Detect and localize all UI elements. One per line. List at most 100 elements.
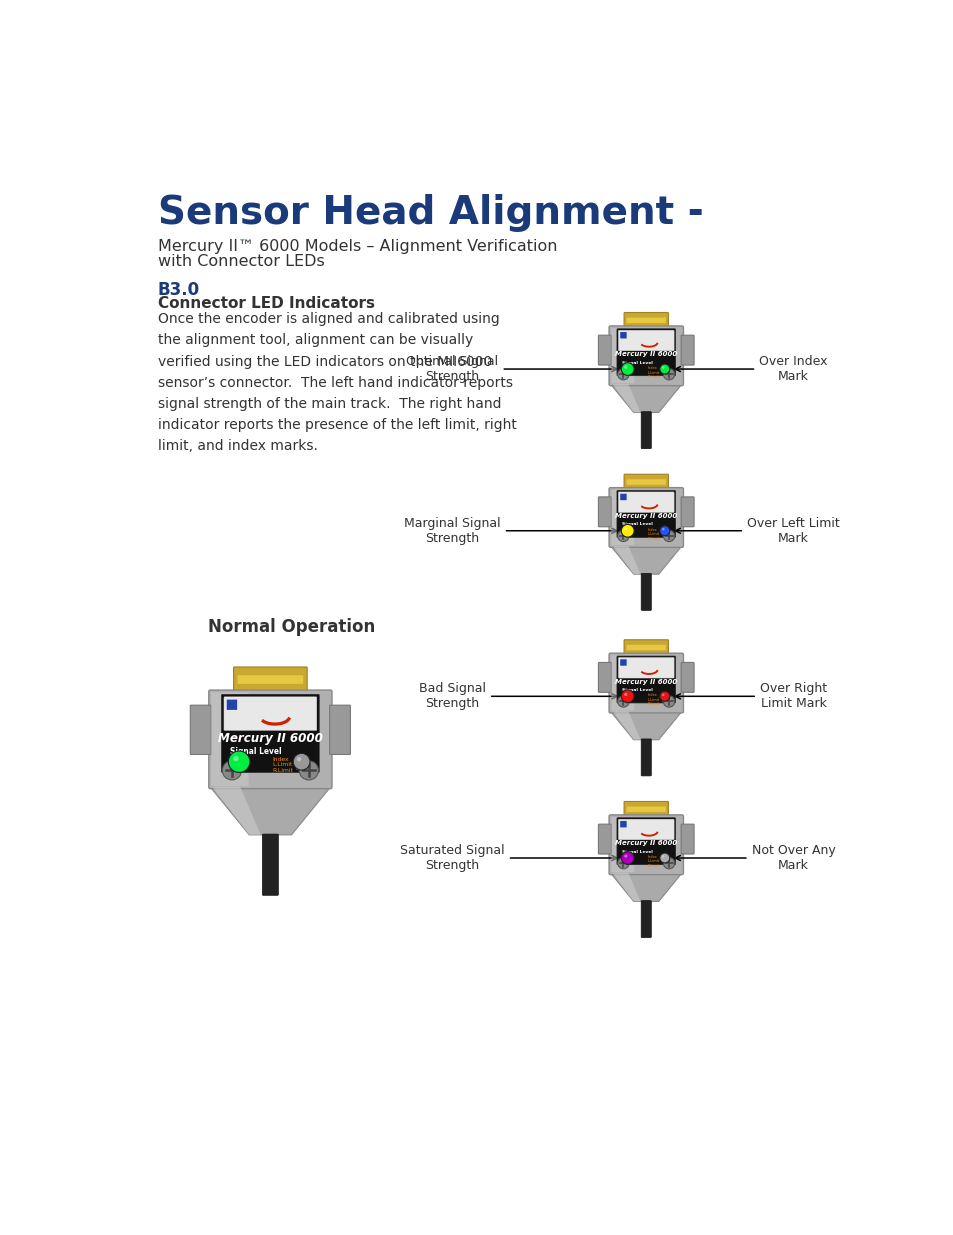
Text: Index
L.Limit
R.Limit: Index L.Limit R.Limit (647, 527, 659, 541)
FancyBboxPatch shape (640, 411, 651, 448)
FancyBboxPatch shape (623, 312, 668, 330)
FancyBboxPatch shape (623, 640, 668, 657)
FancyBboxPatch shape (330, 705, 350, 755)
Text: Optimal Signal
Strength: Optimal Signal Strength (406, 354, 617, 383)
Polygon shape (612, 711, 639, 740)
Circle shape (620, 690, 634, 703)
FancyBboxPatch shape (617, 656, 675, 703)
Circle shape (623, 855, 627, 857)
Text: Mercury II™ 6000 Models – Alignment Verification: Mercury II™ 6000 Models – Alignment Veri… (158, 240, 557, 254)
FancyBboxPatch shape (224, 697, 316, 730)
FancyBboxPatch shape (623, 802, 668, 819)
Polygon shape (612, 873, 639, 902)
Text: Over Right
Limit Mark: Over Right Limit Mark (675, 682, 826, 710)
Circle shape (233, 756, 238, 761)
Text: Mercury II 6000: Mercury II 6000 (615, 678, 677, 684)
Text: B3.0: B3.0 (158, 280, 200, 299)
Circle shape (618, 368, 628, 380)
Circle shape (228, 751, 250, 772)
Polygon shape (610, 384, 681, 412)
Circle shape (296, 757, 301, 761)
Text: Marginal Signal
Strength: Marginal Signal Strength (404, 516, 617, 545)
Polygon shape (610, 873, 681, 902)
FancyBboxPatch shape (598, 662, 611, 693)
Text: Signal Level: Signal Level (621, 522, 652, 526)
FancyBboxPatch shape (190, 705, 211, 755)
FancyBboxPatch shape (640, 900, 651, 937)
Polygon shape (213, 787, 260, 835)
Polygon shape (612, 546, 639, 574)
Text: Connector LED Indicators: Connector LED Indicators (158, 296, 375, 311)
FancyBboxPatch shape (611, 329, 634, 383)
Text: Sensor Head Alignment -: Sensor Head Alignment - (158, 194, 703, 232)
FancyBboxPatch shape (608, 488, 682, 547)
FancyBboxPatch shape (680, 335, 694, 366)
Text: Index
L.Limit
R.Limit: Index L.Limit R.Limit (647, 855, 659, 868)
FancyBboxPatch shape (626, 645, 665, 651)
FancyBboxPatch shape (262, 834, 278, 895)
Circle shape (661, 856, 664, 858)
FancyBboxPatch shape (680, 662, 694, 693)
Circle shape (661, 694, 664, 697)
Circle shape (662, 857, 674, 869)
Polygon shape (612, 384, 639, 412)
FancyBboxPatch shape (608, 653, 682, 713)
FancyBboxPatch shape (617, 329, 675, 375)
Circle shape (620, 852, 634, 864)
Circle shape (299, 761, 318, 781)
Circle shape (623, 527, 627, 531)
Polygon shape (610, 546, 681, 574)
FancyBboxPatch shape (598, 496, 611, 527)
Text: Over Left Limit
Mark: Over Left Limit Mark (675, 516, 839, 545)
Text: Bad Signal
Strength: Bad Signal Strength (418, 682, 617, 710)
FancyBboxPatch shape (619, 659, 626, 666)
FancyBboxPatch shape (626, 806, 665, 811)
FancyBboxPatch shape (619, 821, 626, 827)
Circle shape (618, 857, 628, 869)
Text: Over Index
Mark: Over Index Mark (675, 354, 827, 383)
FancyBboxPatch shape (221, 694, 319, 772)
FancyBboxPatch shape (617, 490, 675, 537)
Circle shape (659, 692, 669, 701)
FancyBboxPatch shape (211, 693, 249, 787)
Text: Once the encoder is aligned and calibrated using
the alignment tool, alignment c: Once the encoder is aligned and calibrat… (158, 312, 517, 453)
Text: Normal Operation: Normal Operation (208, 618, 375, 636)
FancyBboxPatch shape (617, 818, 675, 864)
Circle shape (222, 761, 241, 781)
FancyBboxPatch shape (618, 492, 674, 513)
FancyBboxPatch shape (608, 326, 682, 385)
Text: Index
L.Limit
R.Limit: Index L.Limit R.Limit (647, 367, 659, 379)
FancyBboxPatch shape (618, 330, 674, 351)
FancyBboxPatch shape (680, 496, 694, 527)
FancyBboxPatch shape (227, 699, 237, 710)
Text: Not Over Any
Mark: Not Over Any Mark (675, 844, 835, 872)
FancyBboxPatch shape (209, 690, 332, 789)
Circle shape (662, 368, 674, 380)
Circle shape (662, 530, 674, 542)
Circle shape (620, 525, 634, 537)
FancyBboxPatch shape (623, 474, 668, 492)
FancyBboxPatch shape (626, 479, 665, 484)
FancyBboxPatch shape (626, 317, 665, 324)
Circle shape (661, 367, 664, 369)
FancyBboxPatch shape (618, 819, 674, 840)
FancyBboxPatch shape (233, 667, 307, 695)
Circle shape (620, 363, 634, 375)
Text: Mercury II 6000: Mercury II 6000 (615, 351, 677, 357)
Text: Signal Level: Signal Level (230, 747, 281, 756)
Text: Mercury II 6000: Mercury II 6000 (217, 732, 322, 745)
FancyBboxPatch shape (618, 657, 674, 678)
Circle shape (618, 530, 628, 542)
FancyBboxPatch shape (640, 573, 651, 610)
Text: Mercury II 6000: Mercury II 6000 (615, 840, 677, 846)
Text: Signal Level: Signal Level (621, 361, 652, 364)
Circle shape (659, 526, 669, 536)
Circle shape (662, 695, 674, 708)
Text: Mercury II 6000: Mercury II 6000 (615, 513, 677, 519)
FancyBboxPatch shape (608, 815, 682, 874)
FancyBboxPatch shape (619, 494, 626, 500)
FancyBboxPatch shape (598, 824, 611, 855)
Circle shape (661, 529, 664, 531)
FancyBboxPatch shape (619, 332, 626, 338)
Circle shape (293, 753, 310, 771)
